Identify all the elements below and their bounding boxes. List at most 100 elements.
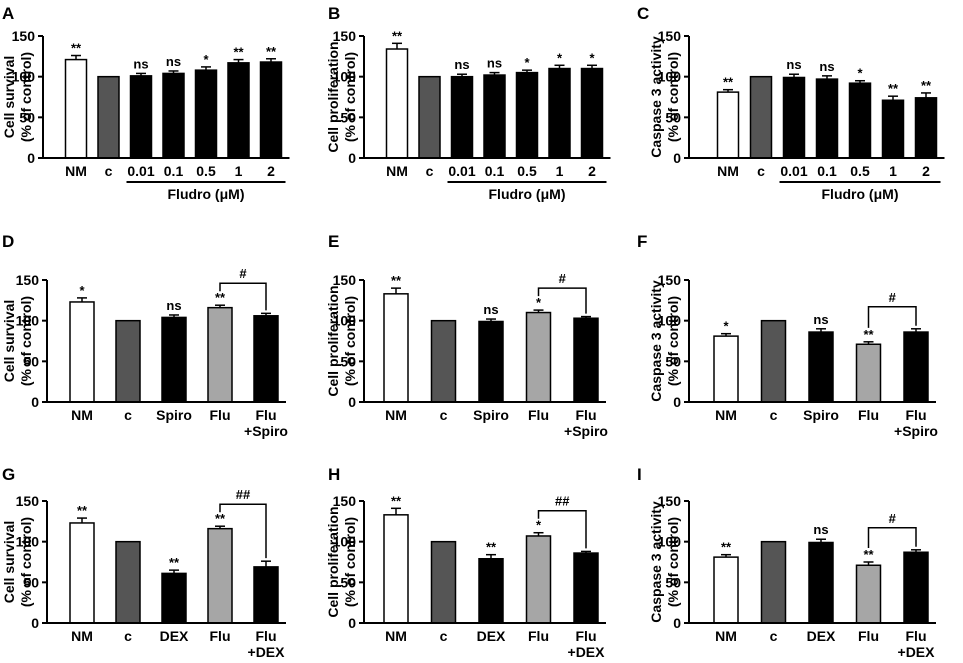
significance-label: ** [392, 28, 403, 43]
x-category-label: NM [71, 628, 93, 644]
x-category-label: 0.01 [780, 163, 807, 179]
y-tick-label: 0 [31, 394, 39, 410]
y-axis-subtitle: (% of control) [18, 296, 34, 386]
x-category-label: 2 [922, 163, 930, 179]
bar [430, 319, 457, 403]
y-tick-label: 150 [658, 28, 682, 44]
bar [69, 522, 95, 624]
y-axis-subtitle: (% of control) [18, 52, 34, 142]
y-tick-label: 100 [333, 534, 357, 550]
significance-label: * [203, 52, 209, 67]
panel-letter: G [2, 465, 15, 484]
y-tick-label: 150 [658, 272, 682, 288]
bar [227, 62, 250, 159]
y-axis-title: Cell proliferation [325, 506, 341, 617]
x-category-label: c [440, 407, 448, 423]
y-axis-title: Caspase 3 activity [648, 501, 664, 623]
x-category-label-line2: +Spiro [244, 423, 288, 439]
y-axis-subtitle: (% of control) [18, 517, 34, 607]
x-category-label: c [440, 628, 448, 644]
significance-label: ns [813, 312, 828, 327]
significance-label: ns [133, 56, 148, 71]
x-category-label: c [770, 628, 778, 644]
comparison-bracket [537, 509, 587, 549]
y-tick-label: 0 [673, 615, 681, 631]
comparison-bracket [867, 306, 917, 328]
bar [385, 48, 409, 159]
x-category-label: 0.1 [817, 163, 837, 179]
x-category-label: Flu [906, 407, 927, 423]
x-category-label: c [105, 163, 113, 179]
x-category-label: Flu [528, 407, 549, 423]
y-tick-label: 50 [23, 574, 39, 590]
y-tick-label: 50 [340, 353, 356, 369]
bar [478, 557, 504, 624]
x-category-label: 2 [588, 163, 596, 179]
y-tick-label: 100 [12, 69, 36, 85]
bar [525, 311, 552, 403]
significance-label: * [536, 518, 542, 533]
x-category-label: DEX [160, 628, 189, 644]
bar [418, 75, 441, 159]
y-tick-label: 50 [23, 353, 39, 369]
bar [848, 82, 872, 159]
significance-label: ** [863, 327, 874, 342]
x-category-label: Flu [858, 628, 879, 644]
x-category-label: Flu [210, 407, 231, 423]
significance-label: ** [391, 273, 402, 288]
y-tick-label: 50 [665, 109, 681, 125]
x-category-label: Flu [256, 628, 277, 644]
y-tick-label: 100 [16, 313, 40, 329]
y-axis-subtitle: (% of control) [342, 52, 358, 142]
significance-label: * [557, 50, 563, 65]
significance-label: ns [487, 56, 502, 71]
x-category-label: Flu [858, 407, 879, 423]
bracket-label: # [889, 290, 897, 305]
bar [914, 97, 938, 159]
significance-label: ** [266, 44, 277, 59]
significance-label: ns [819, 59, 834, 74]
x-category-label: 0.01 [127, 163, 154, 179]
bar [808, 541, 834, 624]
comparison-bracket [219, 503, 267, 559]
significance-label: ns [813, 522, 828, 537]
bar [881, 99, 905, 159]
x-category-label: NM [715, 628, 737, 644]
y-tick-label: 50 [665, 353, 681, 369]
x-category-label: Spiro [473, 407, 509, 423]
x-category-label: Flu [210, 628, 231, 644]
significance-label: ** [71, 41, 82, 56]
x-category-label: NM [385, 628, 407, 644]
x-category-label: Flu [576, 407, 597, 423]
significance-label: * [589, 50, 595, 65]
bar [515, 71, 539, 159]
panel-letter: D [2, 232, 14, 251]
bar [782, 76, 806, 159]
y-tick-label: 0 [673, 394, 681, 410]
significance-label: ** [888, 81, 899, 96]
x-category-label: DEX [807, 628, 836, 644]
bar [713, 556, 739, 624]
bar [749, 75, 773, 159]
bar [716, 91, 740, 159]
y-axis-title: Cell proliferation [325, 41, 341, 152]
bar [64, 58, 88, 159]
x-category-label: Spiro [803, 407, 839, 423]
y-tick-label: 50 [19, 109, 35, 125]
bar [573, 552, 599, 624]
y-tick-label: 50 [665, 574, 681, 590]
bar [548, 67, 571, 159]
bar [903, 551, 929, 624]
significance-label: ns [166, 298, 181, 313]
y-tick-label: 0 [348, 615, 356, 631]
x-category-label: Flu [906, 628, 927, 644]
significance-label: * [524, 55, 530, 70]
x-category-label: 1 [889, 163, 897, 179]
y-axis-subtitle: (% of control) [665, 517, 681, 607]
x-category-label-line2: +DEX [568, 644, 606, 660]
significance-label: ns [483, 302, 498, 317]
x-category-label: 0.1 [485, 163, 505, 179]
